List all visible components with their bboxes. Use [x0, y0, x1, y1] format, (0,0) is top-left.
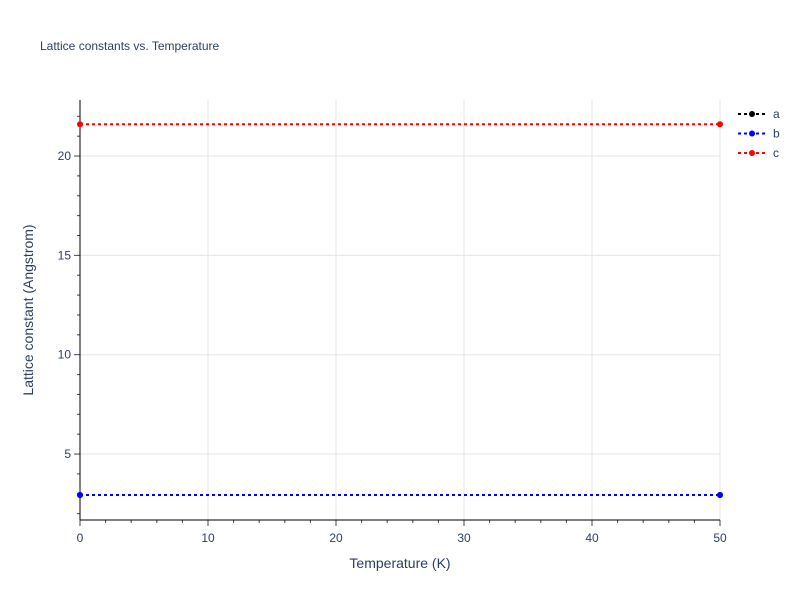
x-tick-label: 50	[713, 531, 727, 545]
legend-label: a	[773, 107, 780, 121]
data-point-c	[717, 121, 723, 128]
legend-label: c	[773, 146, 779, 160]
data-point-c	[77, 121, 83, 128]
legend-item-a[interactable]: a	[738, 107, 780, 121]
y-axis-label: Lattice constant (Angstrom)	[20, 224, 36, 395]
legend-item-c[interactable]: c	[738, 146, 779, 160]
data-point-b	[77, 491, 83, 498]
grid	[80, 100, 721, 520]
x-tick-label: 40	[585, 531, 599, 545]
series-c	[77, 121, 723, 128]
chart-title: Lattice constants vs. Temperature	[40, 39, 220, 53]
legend-swatch-marker	[749, 130, 755, 137]
x-tick-label: 0	[77, 531, 84, 545]
y-tick-label: 15	[58, 248, 72, 262]
legend-label: b	[773, 127, 780, 141]
legend-item-b[interactable]: b	[738, 127, 780, 141]
x-tick-label: 20	[329, 531, 343, 545]
y-tick-label: 5	[64, 447, 71, 461]
series-b	[77, 491, 723, 498]
y-tick-label: 10	[58, 348, 72, 362]
data-point-b	[717, 491, 723, 498]
axes: 0 10 20 30 40 50 5 10 15 20	[58, 100, 727, 545]
legend[interactable]: abc	[738, 107, 780, 160]
x-tick-label: 10	[201, 531, 215, 545]
x-axis-label: Temperature (K)	[349, 555, 450, 571]
series-group	[77, 121, 723, 498]
x-tick-label: 30	[457, 531, 471, 545]
legend-swatch-marker	[749, 111, 755, 117]
y-tick-label: 20	[58, 149, 72, 163]
legend-swatch-marker	[749, 150, 755, 156]
